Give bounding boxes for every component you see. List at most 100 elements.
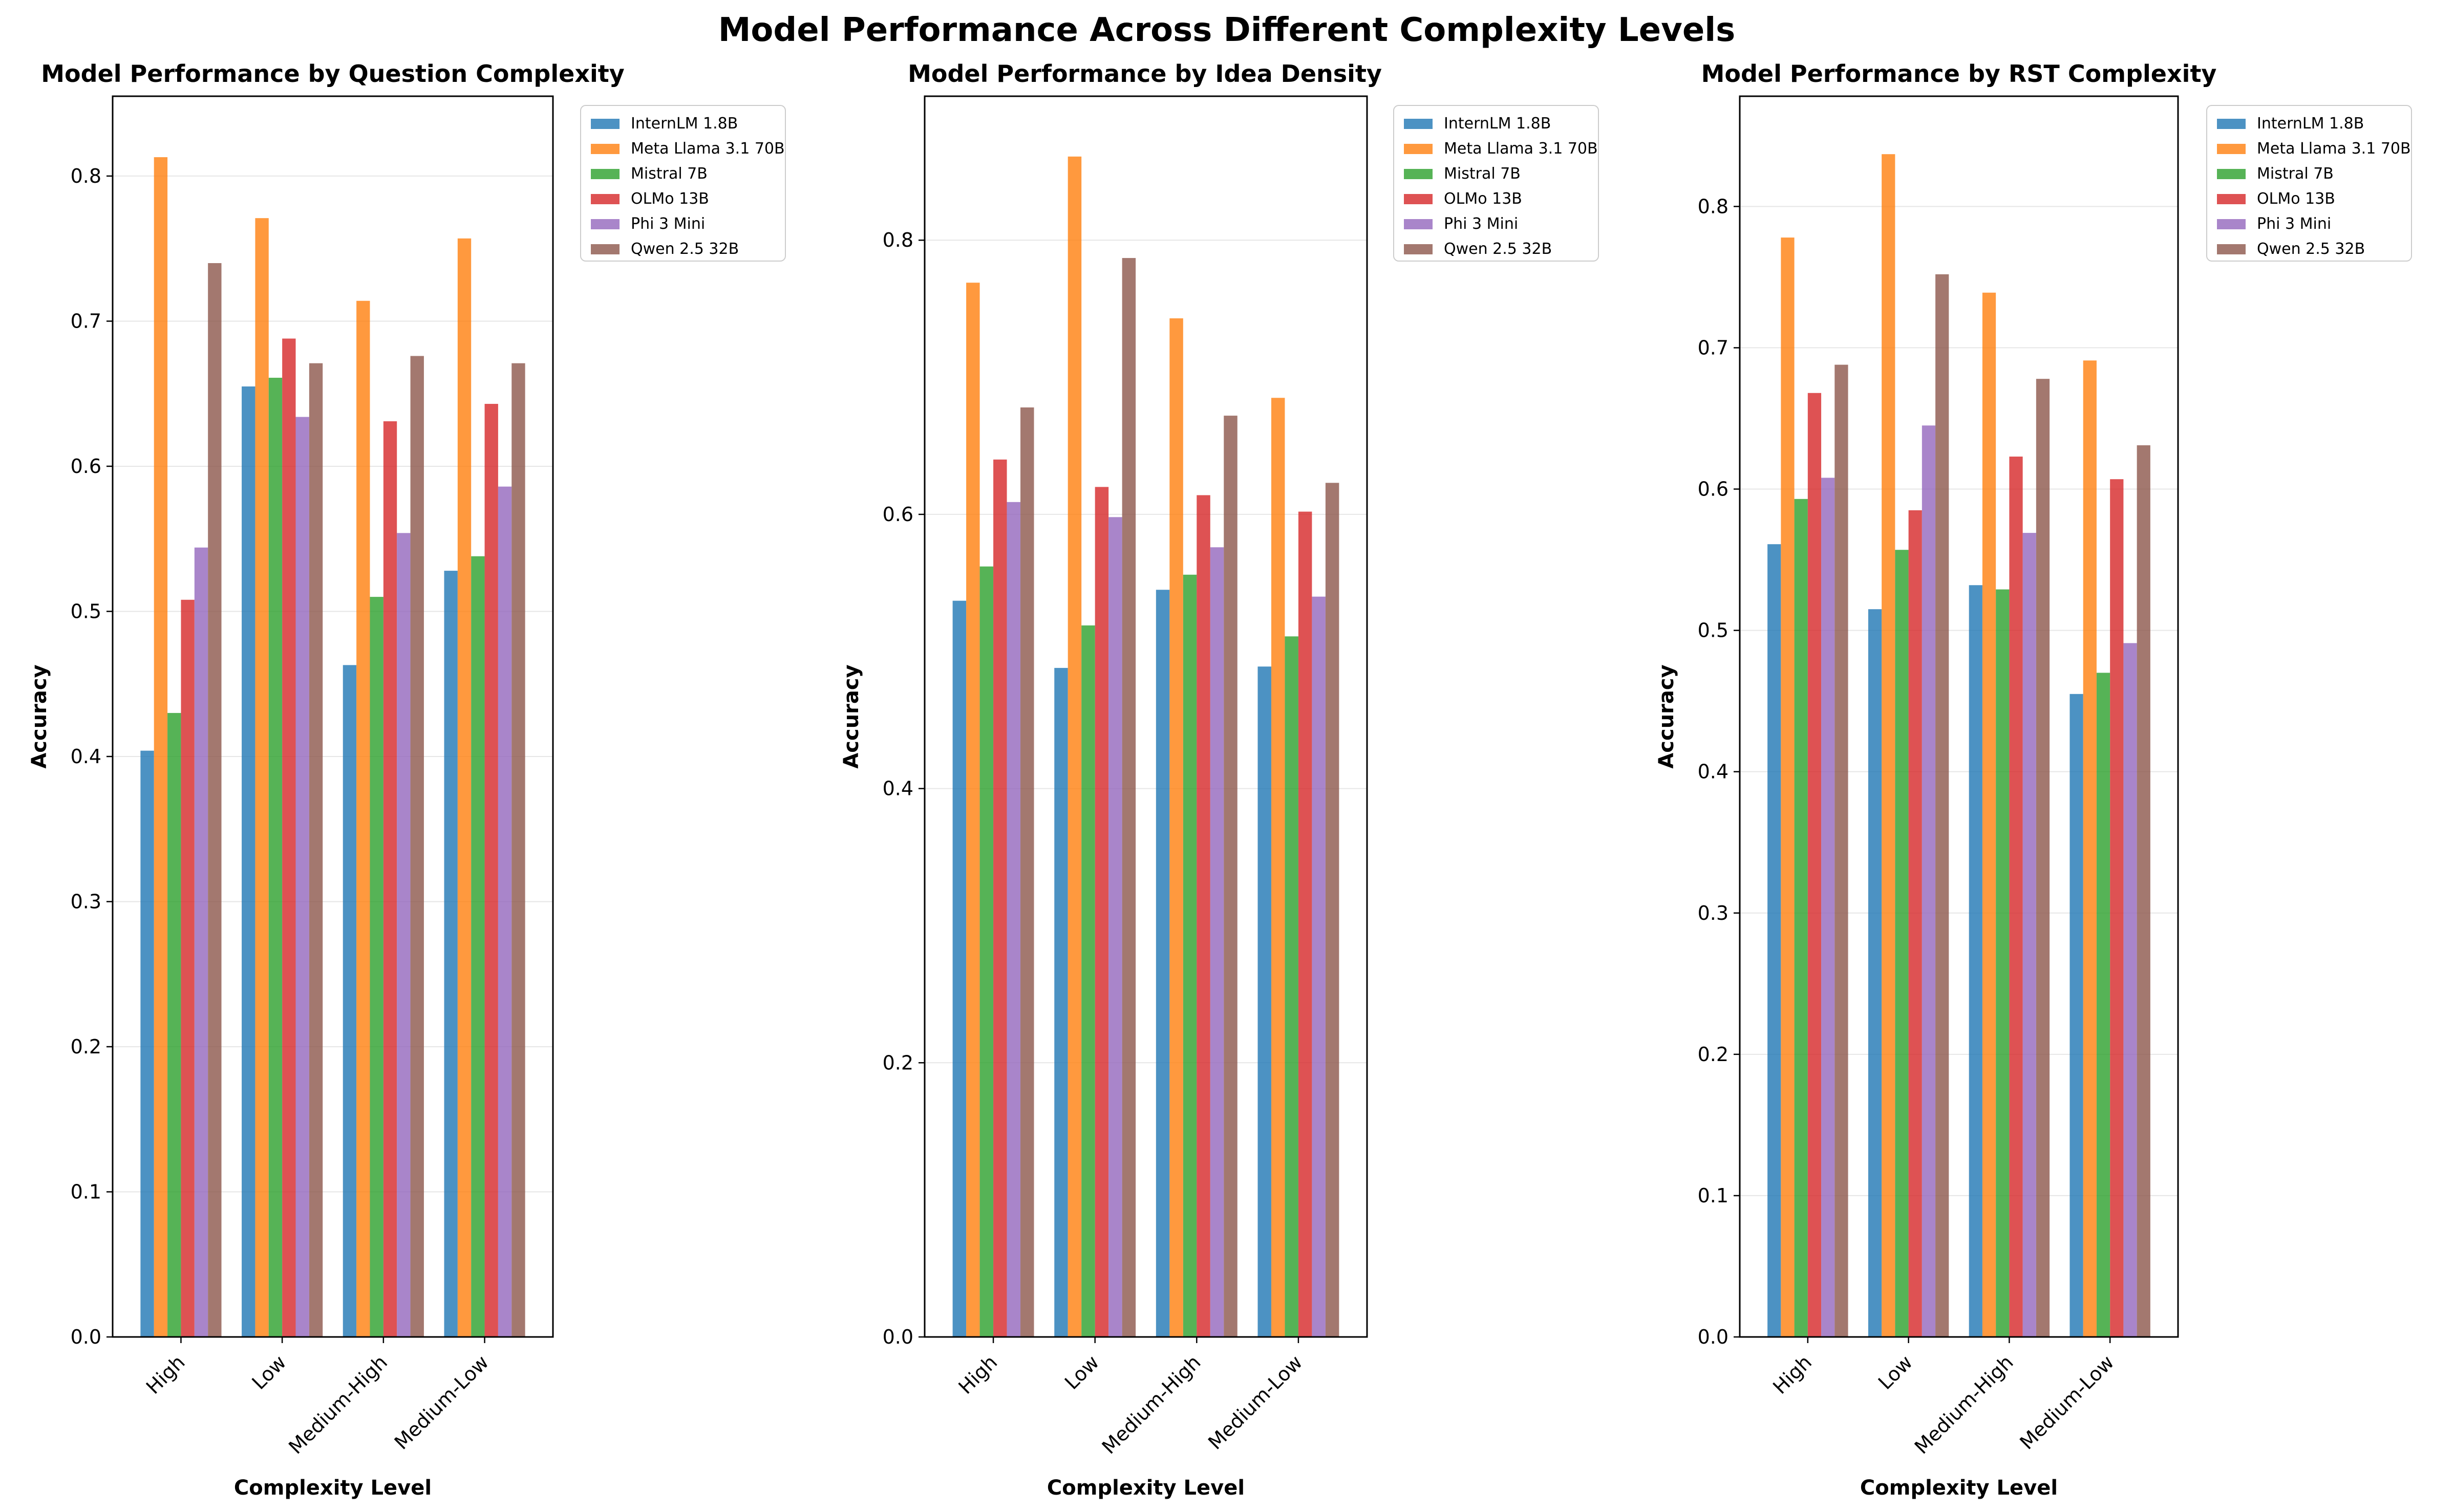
bar (1834, 364, 1848, 1337)
legend-label: Mistral 7B (1444, 165, 1521, 183)
bar (1908, 510, 1922, 1337)
bar (1996, 589, 2010, 1337)
y-tick-label: 0.8 (883, 229, 913, 251)
bar (181, 599, 195, 1337)
bar (2009, 457, 2023, 1337)
bar (167, 712, 181, 1337)
bar (966, 283, 980, 1337)
bar (1767, 544, 1781, 1337)
bar (1169, 318, 1183, 1337)
axes-frame (112, 95, 554, 1338)
legend-swatch (591, 169, 620, 179)
legend-swatch (1404, 144, 1433, 154)
y-tick-label: 0.3 (1698, 902, 1729, 924)
legend: InternLM 1.8B Meta Llama 3.1 70B Mistral 7… (580, 105, 786, 262)
y-tick-label: 0.7 (1698, 336, 1729, 359)
panel-1: Model Performance by Question Complexity… (28, 60, 786, 1500)
bar (2110, 479, 2124, 1337)
legend-label: InternLM 1.8B (631, 115, 738, 133)
legend-swatch (1404, 119, 1433, 129)
legend-frame (1393, 105, 1599, 262)
bar (1020, 407, 1034, 1337)
x-tick-label: Low (1874, 1351, 1917, 1394)
bar (397, 533, 411, 1337)
legend-swatch (2217, 194, 2246, 204)
x-tick-label: Medium-High (284, 1351, 392, 1458)
legend-label: OLMo 13B (631, 190, 709, 208)
y-tick-label: 0.3 (71, 890, 101, 913)
y-tick-label: 0.4 (71, 745, 101, 768)
legend-swatch (2217, 144, 2246, 154)
bar (511, 363, 525, 1337)
x-tick-label: Low (247, 1351, 290, 1394)
x-axis-label: Complexity Level (1860, 1476, 2058, 1500)
bar (208, 263, 222, 1337)
bar (1807, 393, 1822, 1337)
legend: InternLM 1.8B Meta Llama 3.1 70B Mistral 7… (1393, 105, 1599, 262)
x-tick-label: High (1768, 1351, 1816, 1398)
panel-title: Model Performance by RST Complexity (1701, 60, 2217, 88)
bar (457, 238, 472, 1337)
figure-title: Model Performance Across Different Compl… (718, 11, 1736, 49)
bar (484, 404, 498, 1337)
legend-swatch (1404, 219, 1433, 229)
legend-swatch (1404, 169, 1433, 179)
bar (471, 556, 485, 1337)
bar (1224, 416, 1237, 1337)
bar (268, 378, 283, 1337)
bar (979, 566, 994, 1337)
bar (1922, 425, 1936, 1337)
bar (2069, 694, 2083, 1337)
bar (1271, 398, 1285, 1337)
legend-label: OLMo 13B (1444, 190, 1522, 208)
x-tick-label: Low (1060, 1351, 1103, 1394)
y-tick-label: 0.0 (71, 1326, 101, 1348)
bar (2123, 643, 2137, 1337)
legend-label: Mistral 7B (2257, 165, 2334, 183)
legend-label: Phi 3 Mini (2257, 215, 2331, 233)
bar (2096, 673, 2110, 1337)
y-tick-label: 0.0 (1698, 1326, 1729, 1348)
y-axis-label: Accuracy (28, 664, 51, 768)
y-tick-label: 0.2 (1698, 1043, 1729, 1066)
bar (1969, 585, 1982, 1337)
bar (1210, 547, 1224, 1337)
x-axis-label: Complexity Level (234, 1476, 432, 1500)
bar (1183, 574, 1197, 1337)
bar (255, 218, 269, 1337)
legend-label: OLMo 13B (2257, 190, 2335, 208)
x-tick-label: Medium-Low (1204, 1351, 1307, 1454)
legend-label: Qwen 2.5 32B (1444, 240, 1552, 258)
legend-label: InternLM 1.8B (2257, 115, 2364, 133)
y-tick-label: 0.0 (883, 1326, 913, 1348)
bar (1095, 487, 1109, 1337)
y-tick-label: 0.6 (71, 455, 101, 478)
bar (1794, 499, 1808, 1337)
legend-frame (2206, 105, 2412, 262)
legend-swatch (1404, 194, 1433, 204)
axes-frame (924, 95, 1368, 1338)
legend-label: Meta Llama 3.1 70B (631, 140, 785, 158)
legend-swatch (2217, 219, 2246, 229)
y-tick-label: 0.5 (1698, 619, 1729, 642)
bar (1285, 636, 1298, 1337)
bar (370, 597, 383, 1337)
bar (1935, 274, 1949, 1337)
panel-3: Model Performance by RST Complexity 0.0 0.… (1655, 60, 2412, 1500)
bar (309, 363, 323, 1337)
legend-label: InternLM 1.8B (1444, 115, 1551, 133)
y-tick-label: 0.2 (71, 1035, 101, 1058)
bar (1882, 154, 1895, 1337)
legend-swatch (591, 144, 620, 154)
y-tick-label: 0.6 (1698, 478, 1729, 501)
bar (1054, 667, 1068, 1337)
bar (383, 421, 397, 1337)
bar (1821, 478, 1835, 1337)
bar (1868, 609, 1882, 1337)
y-tick-label: 0.5 (71, 600, 101, 622)
panel-2: Model Performance by Idea Density 0.0 0.2 0… (840, 60, 1599, 1500)
bar (1156, 590, 1170, 1337)
legend: InternLM 1.8B Meta Llama 3.1 70B Mistral 7… (2206, 105, 2412, 262)
bar (1081, 625, 1095, 1337)
